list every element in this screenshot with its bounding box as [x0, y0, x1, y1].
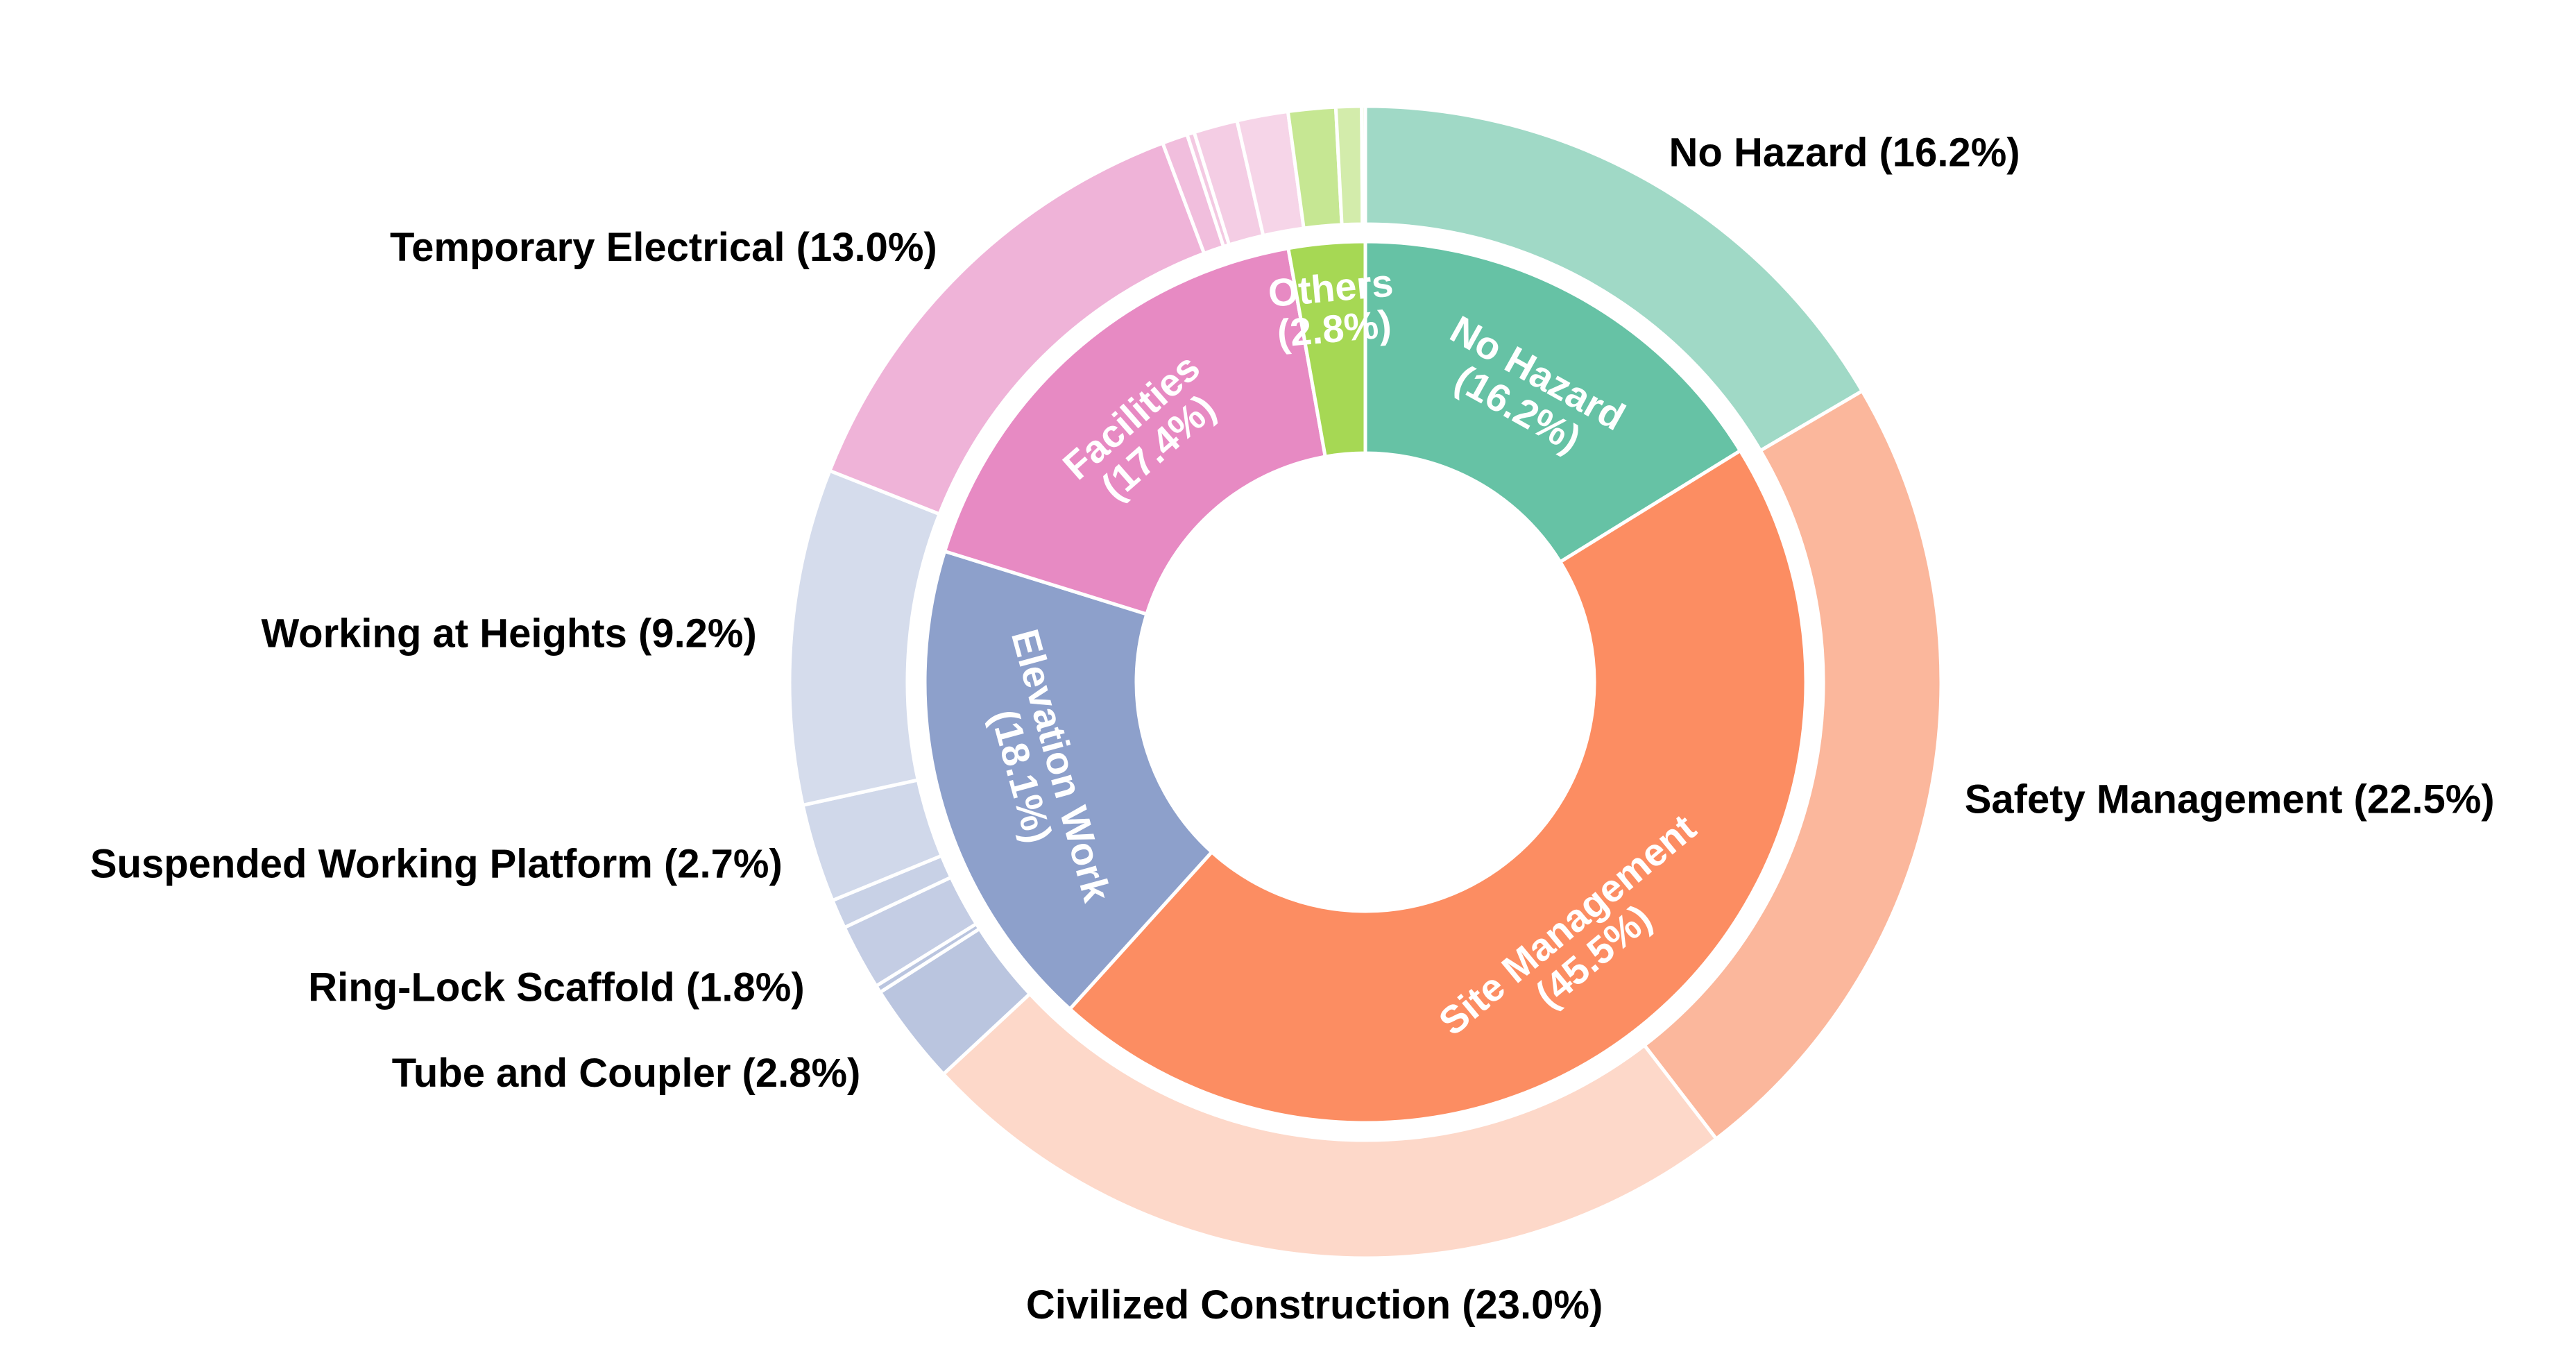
outer-label-safety-management: Safety Management (22.5%): [1965, 777, 2495, 822]
outer-slice-civilized-construction: [941, 992, 1718, 1260]
outer-slice-segment-15: [1333, 104, 1365, 227]
outer-label-working-at-heights: Working at Heights (9.2%): [261, 611, 756, 656]
inner-slice-no-hazard: [1363, 239, 1742, 564]
outer-slice-working-at-heights: [787, 468, 941, 807]
inner-label-others: Others(2.8%): [1266, 260, 1399, 355]
outer-labels: No Hazard (16.2%) Safety Management (22.5…: [90, 130, 2495, 1327]
outer-slice-safety-management: [1642, 389, 1943, 1141]
inner-slice-facilities: [943, 246, 1327, 616]
inner-ring: [923, 239, 1808, 1125]
outer-label-civilized-construction: Civilized Construction (23.0%): [1026, 1282, 1603, 1328]
inner-slice-site-management: [1068, 449, 1808, 1125]
inner-slice-elevation-work: [923, 549, 1214, 1011]
outer-label-temporary-electrical: Temporary Electrical (13.0%): [390, 225, 937, 270]
outer-label-tube-and-coupler: Tube and Coupler (2.8%): [392, 1051, 861, 1096]
outer-ring: [787, 104, 1943, 1260]
outer-label-suspended-working-platform: Suspended Working Platform (2.7%): [90, 842, 783, 887]
inner-slice-others: [1286, 239, 1367, 459]
outer-label-ring-lock-scaffold: Ring-Lock Scaffold (1.8%): [308, 965, 804, 1010]
outer-label-no-hazard: No Hazard (16.2%): [1669, 130, 2020, 175]
outer-slice-segment-16: [1360, 104, 1367, 226]
